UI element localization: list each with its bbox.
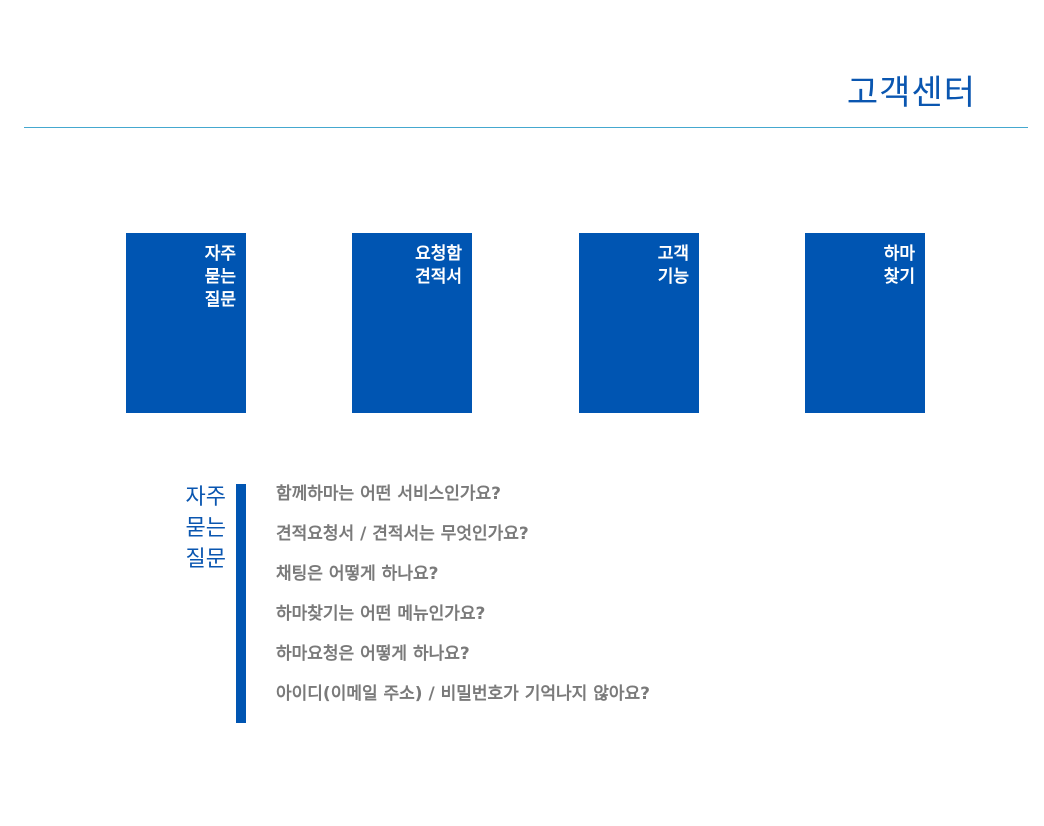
faq-heading-line-3: 질문: [185, 547, 226, 572]
faq-accent-bar: [236, 484, 246, 723]
tile-find-hama-label: 하마 찾기: [805, 243, 915, 289]
faq-heading-line-1: 자주: [185, 485, 226, 510]
tile-customer-features-line-1: 고객: [657, 244, 689, 264]
faq-question-hama-request[interactable]: 하마요청은 어떻게 하나요?: [276, 644, 470, 664]
tile-faq-label: 자주 묻는 질문: [126, 243, 236, 312]
tile-request-quote-line-2: 견적서: [415, 267, 462, 287]
tile-find-hama-line-1: 하마: [883, 244, 915, 264]
faq-section-heading: 자주 묻는 질문: [168, 482, 226, 575]
tile-find-hama-line-2: 찾기: [883, 267, 915, 287]
faq-question-list: 함께하마는 어떤 서비스인가요? 견적요청서 / 견적서는 무엇인가요? 채팅은…: [276, 478, 650, 718]
tile-request-quote[interactable]: 요청함 견적서: [352, 233, 472, 413]
tile-faq-line-2: 묻는: [204, 267, 236, 287]
faq-heading-line-2: 묻는: [185, 516, 226, 541]
faq-question-account-recovery[interactable]: 아이디(이메일 주소) / 비밀번호가 기억나지 않아요?: [276, 684, 651, 704]
tile-request-quote-label: 요청함 견적서: [352, 243, 462, 289]
faq-question-find-hama[interactable]: 하마찾기는 어떤 메뉴인가요?: [276, 604, 486, 624]
tile-faq-line-3: 질문: [204, 290, 236, 310]
faq-question-service[interactable]: 함께하마는 어떤 서비스인가요?: [276, 484, 502, 504]
page-title: 고객센터: [846, 73, 976, 113]
tile-request-quote-line-1: 요청함: [415, 244, 462, 264]
faq-question-quote-request[interactable]: 견적요청서 / 견적서는 무엇인가요?: [276, 524, 529, 544]
tile-find-hama[interactable]: 하마 찾기: [805, 233, 925, 413]
tile-faq-line-1: 자주: [204, 244, 236, 264]
tile-customer-features-label: 고객 기능: [579, 243, 689, 289]
faq-question-chat[interactable]: 채팅은 어떻게 하나요?: [276, 564, 439, 584]
tile-customer-features-line-2: 기능: [657, 267, 689, 287]
tile-customer-features[interactable]: 고객 기능: [579, 233, 699, 413]
tile-faq[interactable]: 자주 묻는 질문: [126, 233, 246, 413]
header-divider: [24, 127, 1028, 128]
